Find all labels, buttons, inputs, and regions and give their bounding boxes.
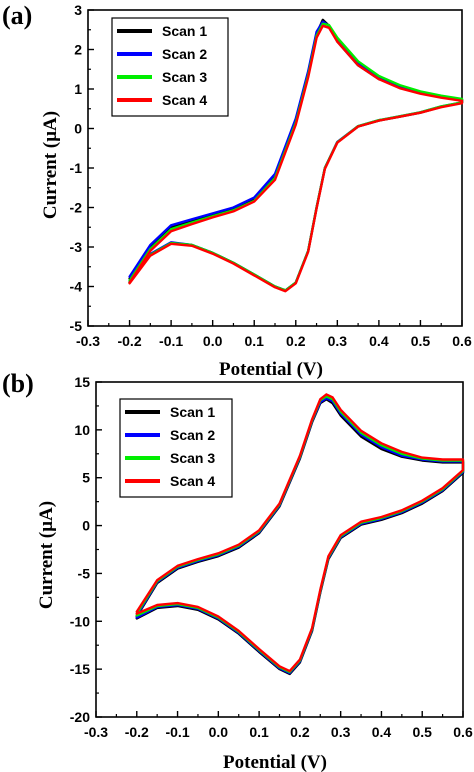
x-tick-label-b: 0.2 <box>290 724 310 740</box>
x-tick-label-a: -0.1 <box>159 333 183 349</box>
y-tick-label-a: -2 <box>70 200 83 216</box>
y-tick-label-b: 5 <box>82 470 90 486</box>
legend-label-a-scan-1: Scan 1 <box>162 23 207 39</box>
y-tick-label-b: 10 <box>74 422 90 438</box>
x-tick-label-a: -0.2 <box>117 333 141 349</box>
y-tick-label-a: -5 <box>70 318 83 334</box>
plot-area-b: -0.3 -0.2 -0.1 0.0 0.1 0.2 0.3 0.4 0.5 0.6 -20 -15 -… <box>70 374 473 740</box>
x-tick-label-b: 0.1 <box>249 724 269 740</box>
y-tick-label-a: -1 <box>70 160 83 176</box>
y-axis-title-b: Current (µA) <box>36 501 57 609</box>
panel-label-b: (b) <box>2 369 34 398</box>
x-tick-label-b: 0.3 <box>331 724 351 740</box>
x-tick-label-a: 0.1 <box>244 333 264 349</box>
x-tick-label-b: 0.4 <box>372 724 392 740</box>
y-tick-label-a: 2 <box>74 42 82 58</box>
legend-label-b-scan-4: Scan 4 <box>170 473 215 489</box>
x-tick-label-b: -0.3 <box>84 724 108 740</box>
x-tick-label-b: 0.5 <box>412 724 432 740</box>
series-line-b-scan-4 <box>135 393 465 673</box>
y-tick-label-b: -5 <box>78 565 91 581</box>
y-tick-label-a: 3 <box>74 2 82 18</box>
x-tick-label-a: 0.2 <box>286 333 306 349</box>
y-tick-label-b: -20 <box>70 709 90 725</box>
x-tick-label-b: -0.2 <box>125 724 149 740</box>
x-tick-label-a: -0.3 <box>76 333 100 349</box>
x-tick-label-b: -0.1 <box>165 724 189 740</box>
y-tick-label-b: -10 <box>70 613 90 629</box>
y-tick-label-b: -15 <box>70 661 90 677</box>
y-tick-label-a: -3 <box>70 239 83 255</box>
y-tick-label-b: 15 <box>74 374 90 390</box>
series-line-a-scan-4 <box>128 24 464 293</box>
y-tick-label-b: 0 <box>82 518 90 534</box>
x-axis-title-b: Potential (V) <box>223 752 327 772</box>
legend-label-b-scan-2: Scan 2 <box>170 427 215 443</box>
y-tick-label-a: 1 <box>74 81 82 97</box>
x-tick-label-b: 0.6 <box>453 724 473 740</box>
legend-label-b-scan-1: Scan 1 <box>170 404 215 420</box>
y-tick-label-a: -4 <box>70 279 83 295</box>
legend-label-a-scan-3: Scan 3 <box>162 69 207 85</box>
plot-area-a: -0.3 -0.2 -0.1 0.0 0.1 0.2 0.3 0.4 0.5 0.6 -5 -4 -3 -… <box>70 2 472 349</box>
y-axis-title-a: Current (µA) <box>40 111 61 219</box>
legend-label-a-scan-2: Scan 2 <box>162 46 207 62</box>
x-tick-label-b: 0.0 <box>209 724 229 740</box>
x-tick-label-a: 0.6 <box>452 333 472 349</box>
x-tick-label-a: 0.0 <box>203 333 223 349</box>
x-tick-label-a: 0.3 <box>328 333 348 349</box>
x-tick-label-a: 0.5 <box>411 333 431 349</box>
legend-label-b-scan-3: Scan 3 <box>170 450 215 466</box>
y-tick-label-a: 0 <box>74 121 82 137</box>
x-tick-label-a: 0.4 <box>369 333 389 349</box>
x-axis-title-a: Potential (V) <box>219 359 323 380</box>
legend-label-a-scan-4: Scan 4 <box>162 92 207 108</box>
panel-label-a: (a) <box>2 1 32 30</box>
